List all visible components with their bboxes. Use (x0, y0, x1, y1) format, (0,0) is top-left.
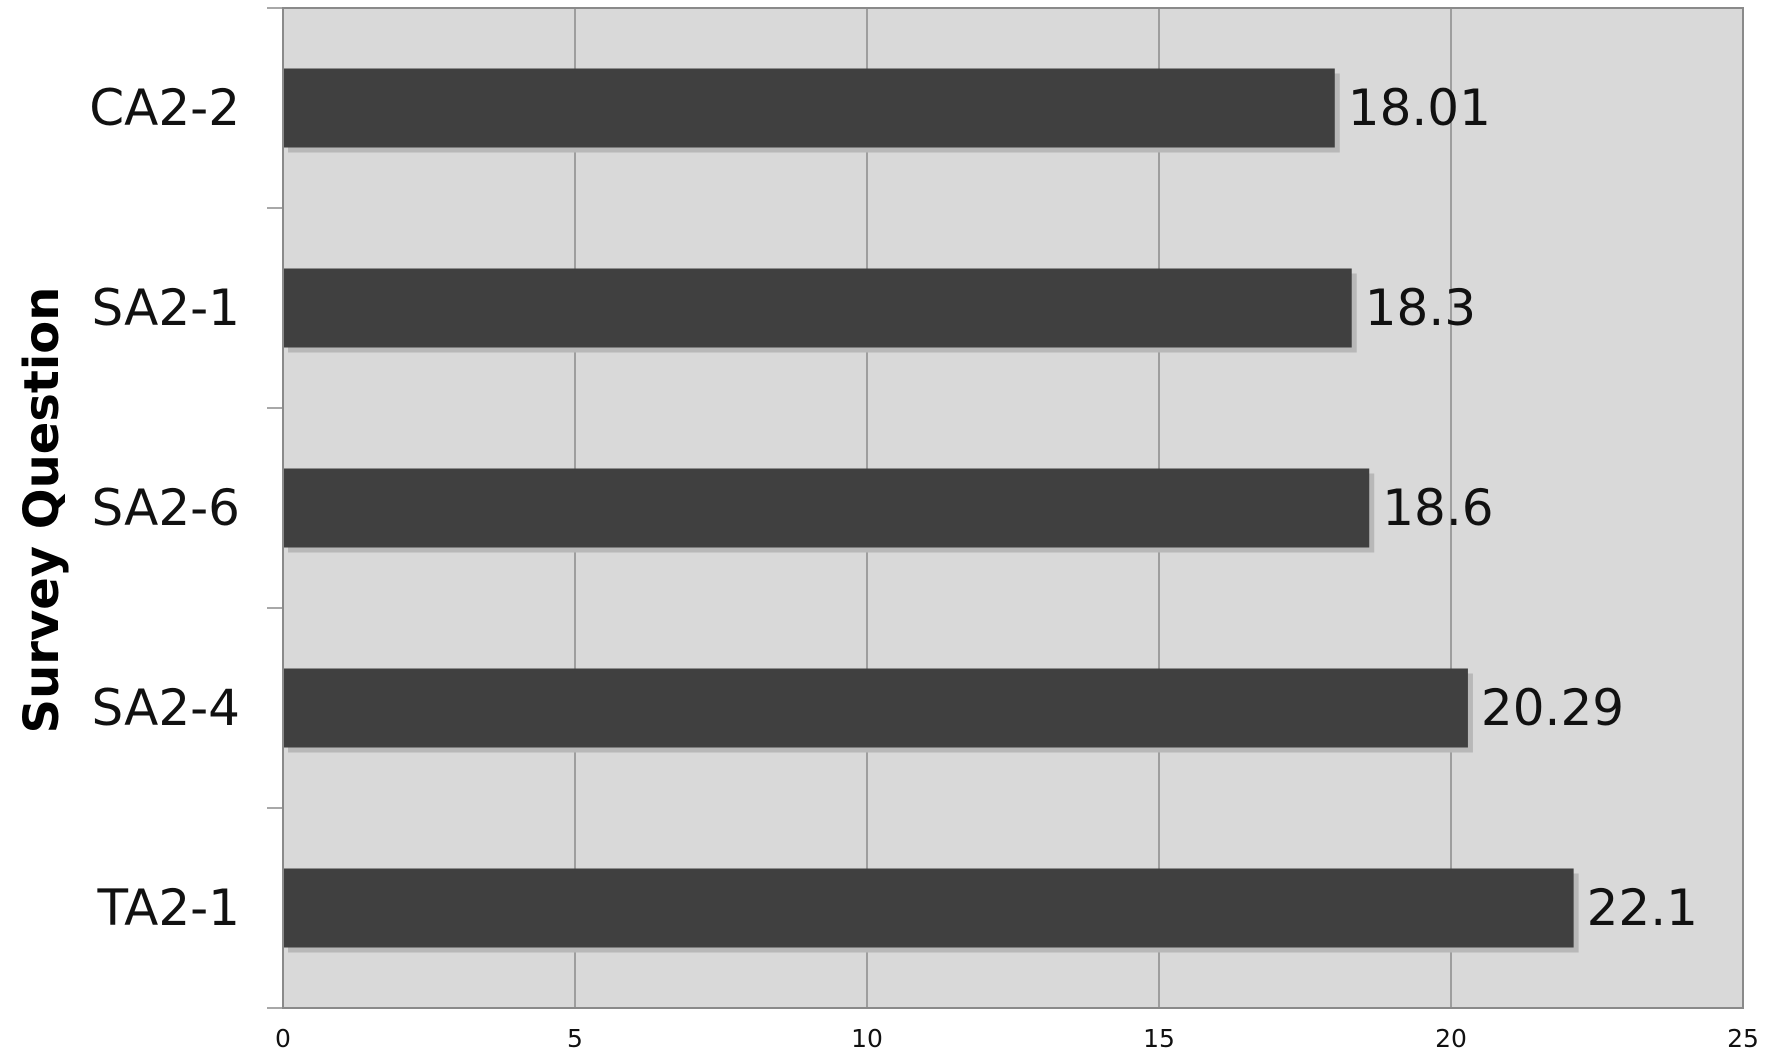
x-tick-label: 0 (275, 1024, 291, 1053)
data-label: 22.1 (1587, 879, 1698, 937)
category-label: SA2-1 (91, 279, 240, 337)
bar (283, 468, 1370, 548)
data-labels: 18.01 18.3 18.6 20.29 22.1 (1348, 79, 1698, 937)
category-label: CA2-2 (89, 79, 240, 137)
bar (283, 668, 1468, 748)
x-axis-tick-labels: 0 5 10 15 20 25 (275, 1024, 1759, 1053)
data-label: 18.6 (1382, 479, 1493, 537)
y-axis-category-labels: CA2-2 SA2-1 SA2-6 SA2-4 TA2-1 (89, 79, 240, 937)
category-label: TA2-1 (96, 879, 240, 937)
y-axis-ticks (267, 7, 283, 1009)
data-label: 20.29 (1481, 679, 1624, 737)
bar (283, 268, 1352, 348)
y-axis-title: Survey Question (14, 287, 70, 734)
bar (283, 868, 1574, 948)
category-label: SA2-4 (91, 679, 240, 737)
bar (283, 68, 1335, 148)
x-tick-label: 25 (1727, 1024, 1759, 1053)
x-tick-label: 20 (1435, 1024, 1467, 1053)
x-tick-label: 5 (567, 1024, 583, 1053)
x-tick-label: 15 (1143, 1024, 1175, 1053)
category-label: SA2-6 (91, 479, 240, 537)
x-tick-label: 10 (851, 1024, 883, 1053)
data-label: 18.01 (1348, 79, 1491, 137)
bars (283, 68, 1579, 953)
data-label: 18.3 (1365, 279, 1476, 337)
